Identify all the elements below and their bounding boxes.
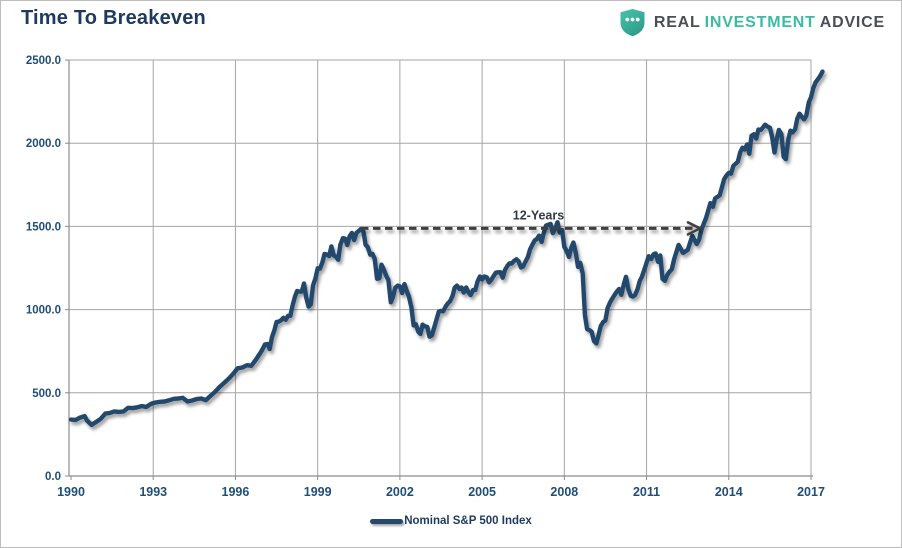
breakeven-arrow: [360, 221, 702, 236]
series: [68, 69, 825, 428]
gridlines: [69, 59, 812, 476]
legend-label: Nominal S&P 500 Index: [404, 515, 532, 527]
x-tick-label: 2008: [550, 485, 578, 499]
brand-word-advice: ADVICE: [819, 13, 885, 31]
x-tick-label: 1999: [304, 485, 332, 499]
arrowhead-icon: [686, 221, 702, 236]
legend-line-swatch: [370, 518, 404, 524]
page-title: Time To Breakeven: [21, 7, 206, 29]
brand-logo: REAL INVESTMENT ADVICE: [619, 8, 889, 37]
sp500-line: [68, 69, 825, 428]
axes: [65, 59, 813, 480]
x-tick-label: 2017: [797, 485, 825, 499]
x-tick-label: 1993: [139, 485, 167, 499]
y-tick-label: 1500.0: [26, 221, 61, 233]
x-tick-label: 2005: [468, 485, 496, 499]
x-tick-label: 1990: [57, 485, 85, 499]
x-tick-label: 2014: [715, 485, 743, 499]
brand-word-investment: INVESTMENT: [704, 13, 816, 31]
y-tick-label: 2500.0: [26, 55, 61, 67]
shield-dots-icon: [620, 9, 645, 37]
tick-labels: 0.0 500.0 1000.0 1500.0 2000.0 2500.0 1990 1993…: [26, 55, 825, 499]
y-tick-label: 0.0: [45, 471, 61, 483]
annotation-label: 12-Years: [513, 208, 564, 222]
breakeven-annotation: 12-Years: [360, 208, 702, 236]
x-tick-label: 2002: [386, 485, 414, 499]
y-tick-label: 500.0: [32, 388, 61, 400]
brand-word-real: REAL: [653, 13, 701, 31]
x-tick-label: 1996: [222, 485, 250, 499]
x-tick-label: 2011: [633, 485, 660, 499]
y-tick-label: 2000.0: [26, 138, 61, 150]
chart-legend: Nominal S&P 500 Index: [1, 515, 901, 527]
brand-name: REAL INVESTMENT ADVICE: [654, 14, 889, 32]
y-tick-label: 1000.0: [26, 305, 61, 317]
